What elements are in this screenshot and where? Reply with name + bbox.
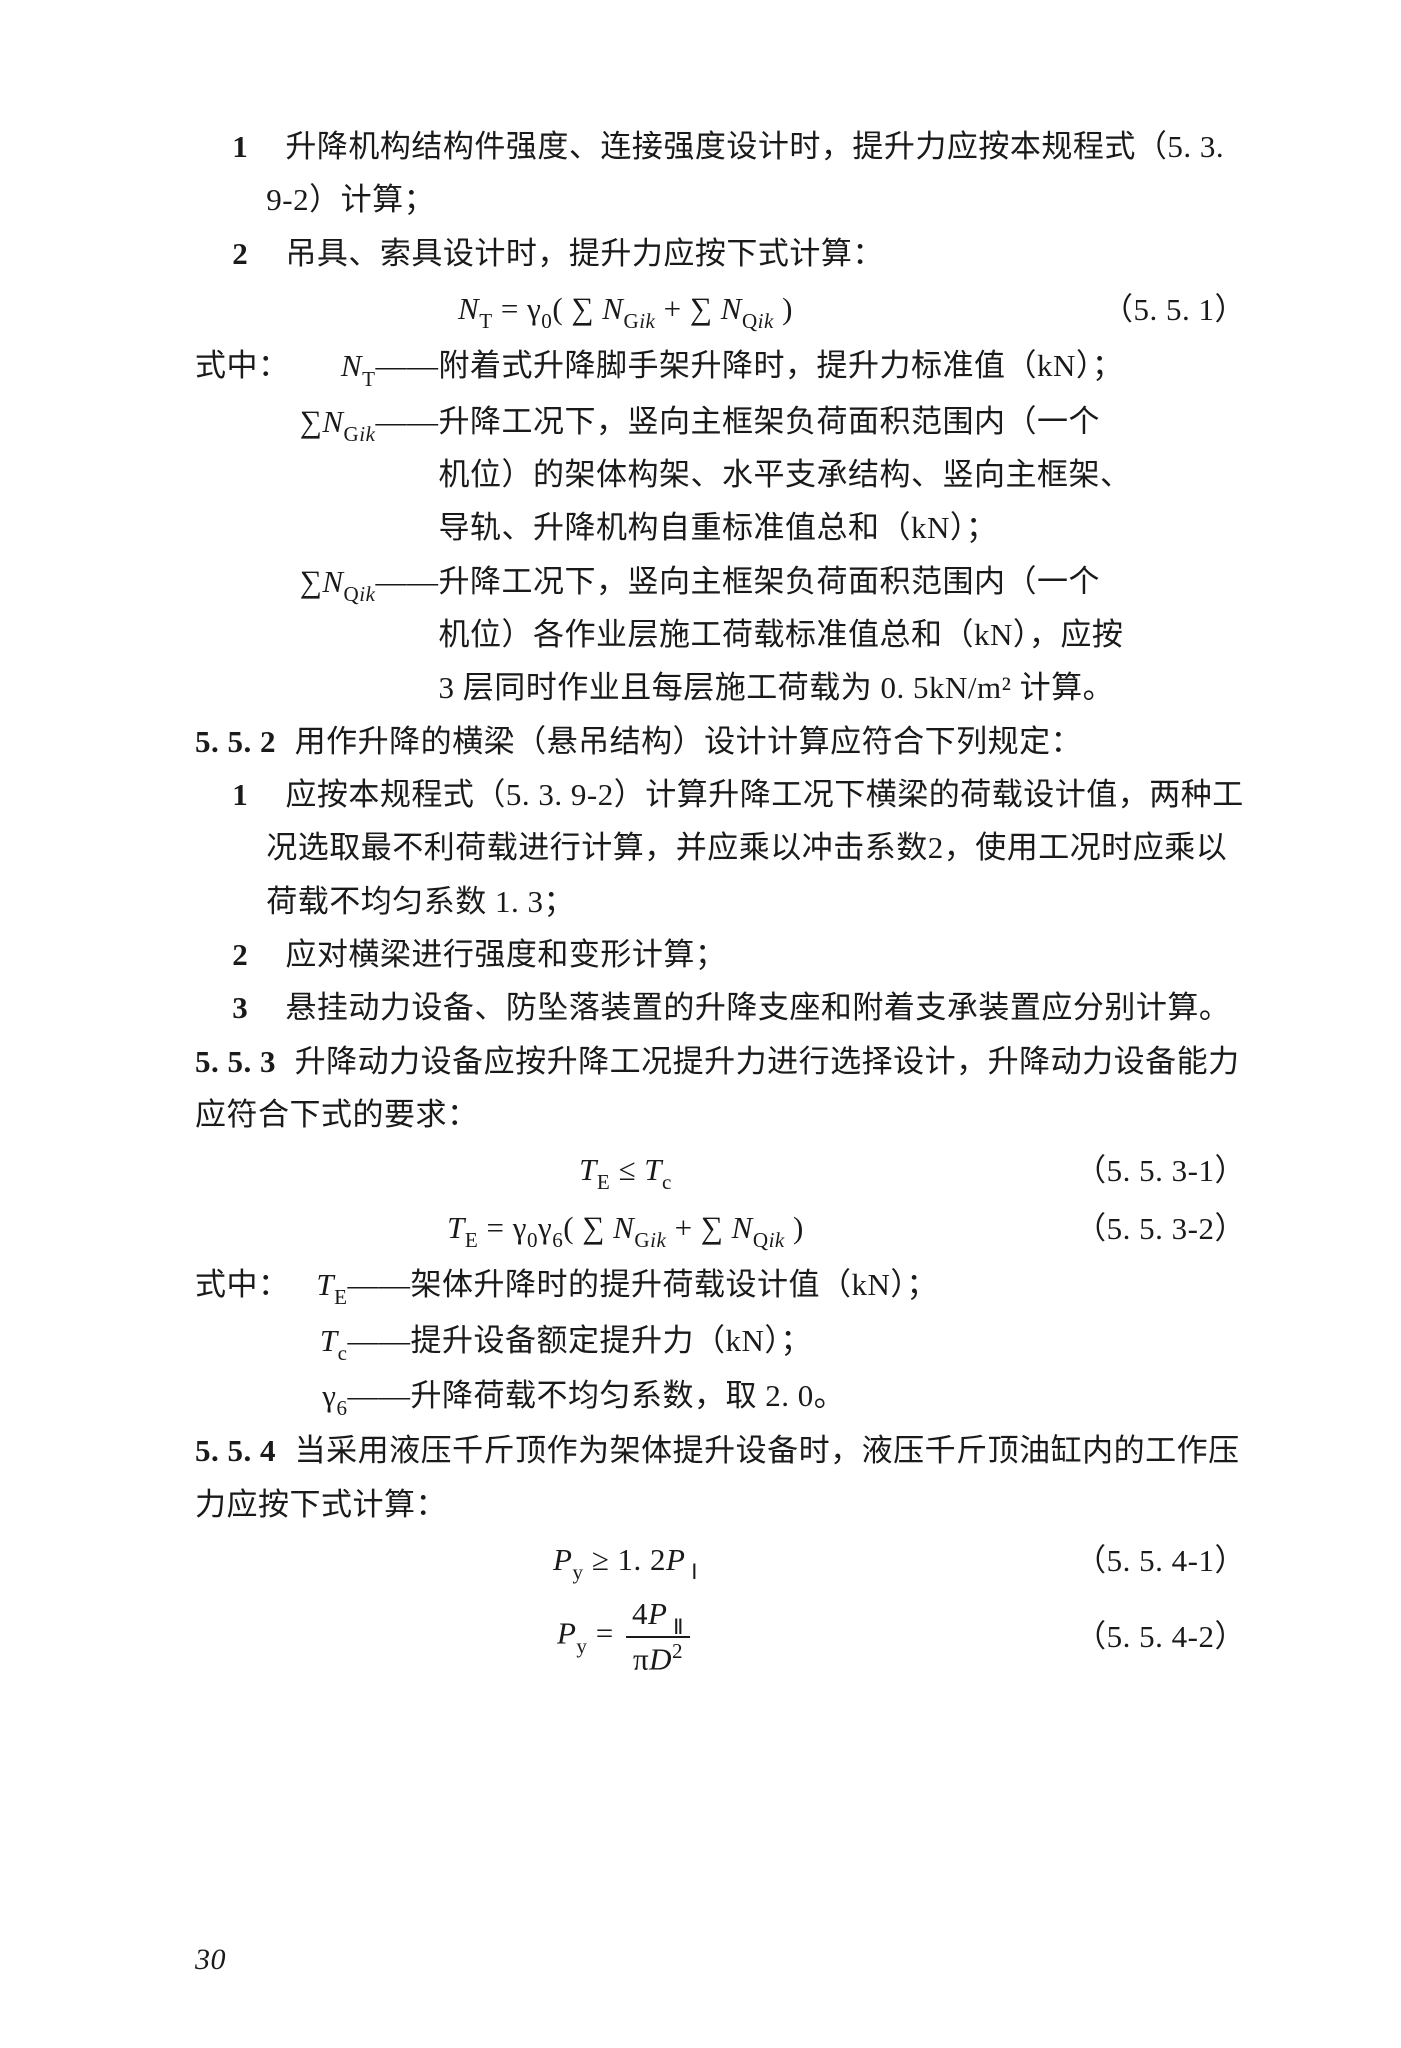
item-text: 悬挂动力设备、防坠落装置的升降支座和附着支承装置应分别计算。 xyxy=(285,990,1230,1025)
item-text: 应按本规程式（5. 3. 9-2）计算升降工况下横梁的荷载设计值，两种工况选取最… xyxy=(266,777,1243,919)
item-number: 2 xyxy=(232,236,248,271)
where-label: 式中： xyxy=(195,339,290,392)
equation-body: TE ≤ Tc xyxy=(195,1143,1056,1198)
equation-number: （5. 5. 4-2） xyxy=(1056,1610,1246,1663)
where-symbol: Tc xyxy=(290,1314,348,1369)
section-5-5-4: 5. 5. 4当采用液压千斤顶作为架体提升设备时，液压千斤顶油缸内的工作压力应按… xyxy=(195,1424,1246,1531)
section-5-5-2: 5. 5. 2 用作升降的横梁（悬吊结构）设计计算应符合下列规定： xyxy=(195,715,1246,768)
where-symbol: NT xyxy=(290,339,376,394)
where-dash: —— xyxy=(348,1258,411,1311)
equation-body: NT = γ0( ∑ NGik + ∑ NQik ) xyxy=(195,282,1056,337)
item-5-5-2-2: 2 应对横梁进行强度和变形计算； xyxy=(195,928,1246,981)
where-dash: —— xyxy=(348,1314,411,1367)
section-text: 升降动力设备应按升降工况提升力进行选择设计，升降动力设备能力应符合下式的要求： xyxy=(195,1044,1240,1132)
where-row-TE: 式中： TE —— 架体升降时的提升荷载设计值（kN）； xyxy=(195,1258,1246,1313)
item-5-5-2-1: 1 应按本规程式（5. 3. 9-2）计算升降工况下横梁的荷载设计值，两种工况选取… xyxy=(195,768,1246,928)
where-symbol: ∑NGik xyxy=(290,395,376,450)
equation-number: （5. 5. 4-1） xyxy=(1056,1534,1246,1587)
where-dash: —— xyxy=(348,1369,411,1422)
equation-5-5-4-2: Py = 4P ⅡπD2 （5. 5. 4-2） xyxy=(195,1598,1246,1675)
equation-body: Py ≥ 1. 2P Ⅰ xyxy=(195,1533,1056,1588)
page-number: 30 xyxy=(195,1934,226,1986)
equation-5-5-3-1: TE ≤ Tc （5. 5. 3-1） xyxy=(195,1143,1246,1198)
section-number: 5. 5. 2 xyxy=(195,724,276,759)
where-text: 升降工况下，竖向主框架负荷面积范围内（一个 机位）各作业层施工荷载标准值总和（k… xyxy=(439,555,1247,715)
item-text: 升降机构结构件强度、连接强度设计时，提升力应按本规程式（5. 3. 9-2）计算… xyxy=(266,129,1224,217)
item-text: 应对横梁进行强度和变形计算； xyxy=(285,937,726,972)
where-symbol: ∑NQik xyxy=(290,555,376,610)
item-1: 1 升降机构结构件强度、连接强度设计时，提升力应按本规程式（5. 3. 9-2）计… xyxy=(195,120,1246,227)
equation-number: （5. 5. 3-1） xyxy=(1056,1144,1246,1197)
equation-number: （5. 5. 3-2） xyxy=(1056,1202,1246,1255)
equation-5-5-3-2: TE = γ0γ6( ∑ NGik + ∑ NQik ) （5. 5. 3-2） xyxy=(195,1201,1246,1256)
equation-5-5-1: NT = γ0( ∑ NGik + ∑ NQik ) （5. 5. 1） xyxy=(195,282,1246,337)
where-row-NGik: 式中： ∑NGik —— 升降工况下，竖向主框架负荷面积范围内（一个 机位）的架… xyxy=(195,395,1246,555)
where-row-NQik: 式中： ∑NQik —— 升降工况下，竖向主框架负荷面积范围内（一个 机位）各作… xyxy=(195,555,1246,715)
where-dash: —— xyxy=(376,395,439,448)
equation-number: （5. 5. 1） xyxy=(1056,283,1246,336)
item-5-5-2-3: 3 悬挂动力设备、防坠落装置的升降支座和附着支承装置应分别计算。 xyxy=(195,981,1246,1034)
where-text: 升降荷载不均匀系数，取 2. 0。 xyxy=(411,1369,1247,1422)
where-text: 附着式升降脚手架升降时，提升力标准值（kN）； xyxy=(439,339,1247,392)
section-text: 当采用液压千斤顶作为架体提升设备时，液压千斤顶油缸内的工作压力应按下式计算： xyxy=(195,1433,1240,1521)
where-symbol: γ6 xyxy=(290,1369,348,1424)
where-dash: —— xyxy=(376,555,439,608)
item-2: 2 吊具、索具设计时，提升力应按下式计算： xyxy=(195,227,1246,280)
where-text: 升降工况下，竖向主框架负荷面积范围内（一个 机位）的架体构架、水平支承结构、竖向… xyxy=(439,395,1247,555)
where-symbol: TE xyxy=(290,1258,348,1313)
item-number: 1 xyxy=(232,777,248,812)
where-row-gamma6: 式中： γ6 —— 升降荷载不均匀系数，取 2. 0。 xyxy=(195,1369,1246,1424)
equation-body: Py = 4P ⅡπD2 xyxy=(195,1598,1056,1675)
item-text: 吊具、索具设计时，提升力应按下式计算： xyxy=(285,236,884,271)
section-text: 用作升降的横梁（悬吊结构）设计计算应符合下列规定： xyxy=(295,724,1083,759)
where-label: 式中： xyxy=(195,1258,290,1311)
item-number: 1 xyxy=(232,129,248,164)
where-text: 架体升降时的提升荷载设计值（kN）； xyxy=(411,1258,1247,1311)
section-5-5-3: 5. 5. 3升降动力设备应按升降工况提升力进行选择设计，升降动力设备能力应符合… xyxy=(195,1035,1246,1142)
section-number: 5. 5. 3 xyxy=(195,1044,276,1079)
equation-5-5-4-1: Py ≥ 1. 2P Ⅰ （5. 5. 4-1） xyxy=(195,1533,1246,1588)
where-row-NT: 式中： NT —— 附着式升降脚手架升降时，提升力标准值（kN）； xyxy=(195,339,1246,394)
document-page: 1 升降机构结构件强度、连接强度设计时，提升力应按本规程式（5. 3. 9-2）计… xyxy=(0,0,1401,2048)
where-row-Tc: 式中： Tc —— 提升设备额定提升力（kN）； xyxy=(195,1314,1246,1369)
section-number: 5. 5. 4 xyxy=(195,1433,276,1468)
where-dash: —— xyxy=(376,339,439,392)
where-text: 提升设备额定提升力（kN）； xyxy=(411,1314,1247,1367)
item-number: 2 xyxy=(232,937,248,972)
item-number: 3 xyxy=(232,990,248,1025)
equation-body: TE = γ0γ6( ∑ NGik + ∑ NQik ) xyxy=(195,1201,1056,1256)
